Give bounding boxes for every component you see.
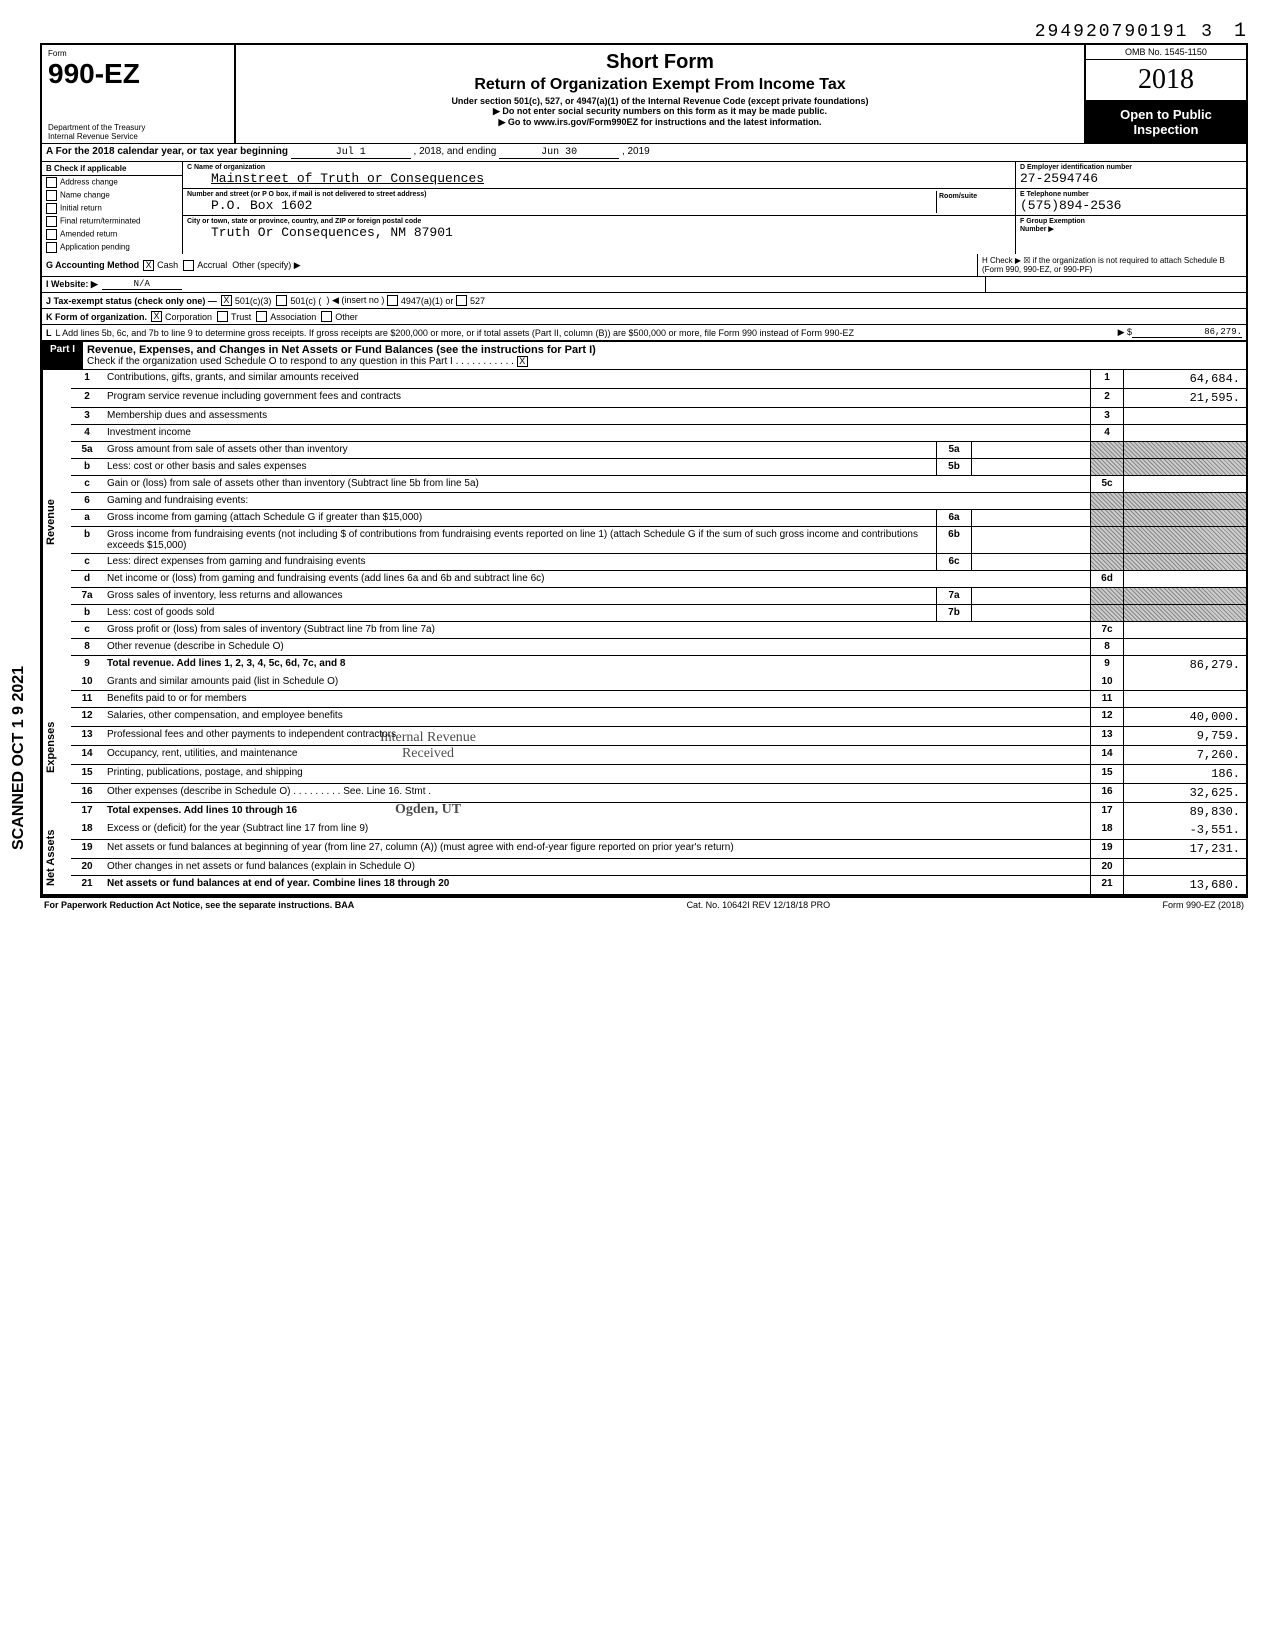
irs-received-stamp: Internal Revenue Received Ogden, UT [380,730,476,818]
line-row: 5aGross amount from sale of assets other… [71,442,1246,459]
line-row: 7aGross sales of inventory, less returns… [71,588,1246,605]
checkbox-item[interactable]: Address change [42,176,182,189]
part-1-header: Part I Revenue, Expenses, and Changes in… [40,342,1248,370]
scanned-stamp: SCANNED OCT 1 9 2021 [10,666,28,850]
street-address: P.O. Box 1602 [187,198,936,213]
line-g: G Accounting Method XCash Accrual Other … [42,254,977,276]
omb-number: OMB No. 1545-1150 [1086,45,1246,60]
checkbox-item[interactable]: Amended return [42,228,182,241]
line-row: 17Total expenses. Add lines 10 through 1… [71,803,1246,821]
line-row: dNet income or (loss) from gaming and fu… [71,571,1246,588]
line-row: 2Program service revenue including gover… [71,389,1246,408]
dept-treasury: Department of the Treasury [48,123,145,132]
open-public-1: Open to Public [1088,107,1244,122]
line-row: bLess: cost or other basis and sales exp… [71,459,1246,476]
col-def: D Employer identification number 27-2594… [1016,162,1246,254]
checkbox-item[interactable]: Final return/terminated [42,215,182,228]
line-row: 19Net assets or fund balances at beginni… [71,840,1246,859]
telephone: (575)894-2536 [1020,198,1242,213]
ein: 27-2594746 [1020,171,1242,186]
line-row: bLess: cost of goods sold7b [71,605,1246,622]
checkbox-item[interactable]: Name change [42,189,182,202]
website-note: ▶ Go to www.irs.gov/Form990EZ for instru… [240,117,1080,128]
short-form-title: Short Form [240,51,1080,74]
org-name: Mainstreet of Truth or Consequences [187,171,1011,186]
line-row: aGross income from gaming (attach Schedu… [71,510,1246,527]
line-k: K Form of organization. XCorporation Tru… [40,309,1248,325]
revenue-section: Revenue 1Contributions, gifts, grants, a… [40,370,1248,674]
line-row: 13Professional fees and other payments t… [71,727,1246,746]
checkbox-item[interactable]: Initial return [42,202,182,215]
line-row: 6Gaming and fundraising events: [71,493,1246,510]
open-public-2: Inspection [1088,122,1244,137]
line-row: 18Excess or (deficit) for the year (Subt… [71,821,1246,840]
col-c: C Name of organization Mainstreet of Tru… [183,162,1016,254]
dept-irs: Internal Revenue Service [48,132,145,141]
tax-year: 2018 [1086,60,1246,101]
expenses-section: Expenses 10Grants and similar amounts pa… [40,674,1248,821]
line-row: cLess: direct expenses from gaming and f… [71,554,1246,571]
form-header: Form 990-EZ Department of the Treasury I… [40,43,1248,143]
form-label: Form [48,49,228,58]
line-row: 8Other revenue (describe in Schedule O)8 [71,639,1246,656]
line-row: 11Benefits paid to or for members11 [71,691,1246,708]
line-row: 4Investment income4 [71,425,1246,442]
line-row: 16Other expenses (describe in Schedule O… [71,784,1246,803]
line-row: 1Contributions, gifts, grants, and simil… [71,370,1246,389]
return-title: Return of Organization Exempt From Incom… [240,76,1080,94]
line-row: 9Total revenue. Add lines 1, 2, 3, 4, 5c… [71,656,1246,674]
line-j: J Tax-exempt status (check only one) — X… [40,293,1248,309]
line-row: 12Salaries, other compensation, and empl… [71,708,1246,727]
line-row: 15Printing, publications, postage, and s… [71,765,1246,784]
info-block: B Check if applicable Address changeName… [40,162,1248,254]
line-row: 20Other changes in net assets or fund ba… [71,859,1246,876]
document-id: 294920790191 31 [40,20,1248,43]
checkbox-item[interactable]: Application pending [42,241,182,254]
line-row: cGain or (loss) from sale of assets othe… [71,476,1246,493]
ssn-note: ▶ Do not enter social security numbers o… [240,106,1080,117]
line-row: 21Net assets or fund balances at end of … [71,876,1246,894]
line-row: cGross profit or (loss) from sales of in… [71,622,1246,639]
line-row: 10Grants and similar amounts paid (list … [71,674,1246,691]
line-row: bGross income from fundraising events (n… [71,527,1246,554]
city-state-zip: Truth Or Consequences, NM 87901 [187,225,1011,240]
line-a: A For the 2018 calendar year, or tax yea… [40,143,1248,162]
line-i: I Website: ▶ N/A [42,277,985,292]
line-l: LL Add lines 5b, 6c, and 7b to line 9 to… [40,325,1248,342]
net-assets-section: Net Assets 18Excess or (deficit) for the… [40,821,1248,896]
col-b: B Check if applicable Address changeName… [42,162,183,254]
gross-receipts: 86,279. [1132,327,1242,338]
form-number: 990-EZ [48,58,228,90]
page-footer: For Paperwork Reduction Act Notice, see … [40,896,1248,912]
line-h: H Check ▶ ☒ if the organization is not r… [977,254,1246,276]
subtitle: Under section 501(c), 527, or 4947(a)(1)… [240,96,1080,106]
line-row: 3Membership dues and assessments3 [71,408,1246,425]
line-row: 14Occupancy, rent, utilities, and mainte… [71,746,1246,765]
